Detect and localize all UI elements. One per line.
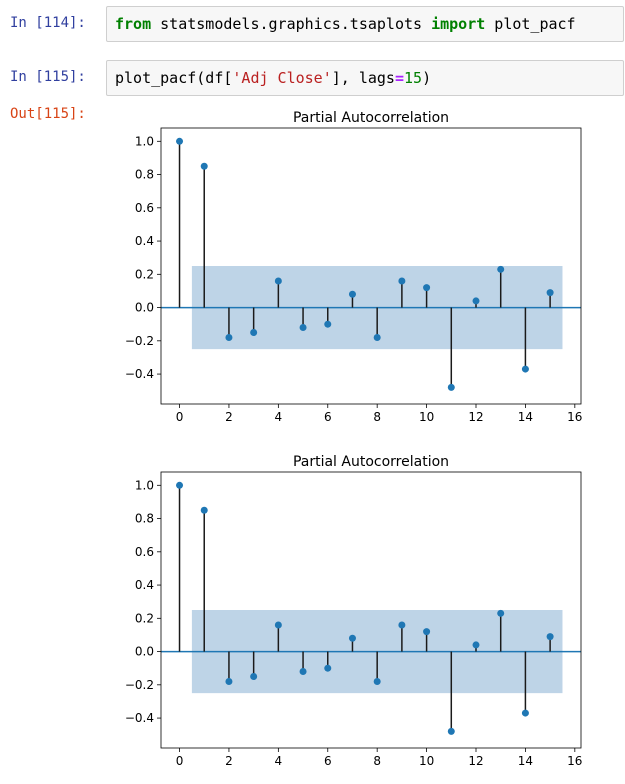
stem-marker bbox=[398, 621, 406, 629]
output-prompt: Out[115]: bbox=[10, 106, 86, 122]
code-token: = bbox=[394, 69, 404, 87]
code-token: plot_pacf(df[ bbox=[115, 69, 233, 87]
x-tick-label: 6 bbox=[324, 410, 332, 424]
x-tick-label: 4 bbox=[275, 754, 283, 768]
stem-marker bbox=[176, 481, 184, 489]
stem-marker bbox=[373, 333, 381, 341]
y-tick-label: 0.4 bbox=[135, 234, 154, 248]
stem-marker bbox=[250, 329, 258, 337]
code-token: 'Adj Close' bbox=[232, 69, 332, 87]
pacf-chart-2: Partial Autocorrelation 0 2 4 6 8 10 12 14 16 −0.4… bbox=[106, 450, 606, 784]
stem-marker bbox=[447, 383, 455, 391]
stem-marker bbox=[521, 365, 529, 373]
stem-marker bbox=[200, 162, 208, 170]
input-prompt: In [115]: bbox=[10, 69, 86, 85]
stem-marker bbox=[521, 709, 529, 717]
stem-marker bbox=[324, 320, 332, 328]
y-tick-label: 0.0 bbox=[135, 301, 154, 315]
stem-marker bbox=[546, 289, 554, 297]
output-area: Out[115]: Partial Autocorrelation 0 2 4 6 8 10… bbox=[0, 100, 625, 777]
x-tick-label: 14 bbox=[518, 410, 533, 424]
y-tick-label: 0.4 bbox=[135, 578, 154, 592]
stem-marker bbox=[274, 277, 282, 285]
code-cell-plot-pacf[interactable]: In [115]: plot_pacf(df['Adj Close'], lag… bbox=[0, 58, 625, 96]
x-tick-label: 6 bbox=[324, 754, 332, 768]
y-tick-label: −0.4 bbox=[125, 711, 154, 725]
y-tick-label: 0.2 bbox=[135, 267, 154, 281]
x-tick-label: 0 bbox=[176, 410, 184, 424]
stem-marker bbox=[250, 673, 258, 681]
stem-marker bbox=[176, 137, 184, 145]
x-tick-label: 10 bbox=[419, 410, 434, 424]
y-tick-label: 0.6 bbox=[135, 545, 154, 559]
y-tick-label: 0.8 bbox=[135, 168, 154, 182]
code-cell-imports[interactable]: In [114]: from statsmodels.graphics.tsap… bbox=[0, 4, 625, 42]
stem-marker bbox=[274, 621, 282, 629]
code-token: ], lags bbox=[331, 69, 395, 87]
stem-marker bbox=[423, 284, 431, 292]
stem-marker bbox=[497, 265, 505, 273]
code-editor[interactable]: plot_pacf(df['Adj Close'], lags=15) bbox=[106, 60, 624, 96]
y-tick-label: 1.0 bbox=[135, 134, 154, 148]
code-token: import bbox=[431, 15, 486, 33]
y-tick-label: 1.0 bbox=[135, 478, 154, 492]
plot-frame bbox=[160, 127, 582, 405]
stem-marker bbox=[299, 324, 307, 332]
x-tick-label: 16 bbox=[567, 754, 582, 768]
y-tick-label: −0.2 bbox=[125, 334, 154, 348]
code-line: from statsmodels.graphics.tsaplots impor… bbox=[115, 15, 576, 33]
x-tick-label: 2 bbox=[225, 754, 233, 768]
y-tick-label: 0.0 bbox=[135, 645, 154, 659]
y-tick-label: 0.2 bbox=[135, 611, 154, 625]
code-token: statsmodels.graphics.tsaplots bbox=[151, 15, 432, 33]
input-prompt: In [114]: bbox=[10, 15, 86, 31]
x-tick-label: 8 bbox=[373, 754, 381, 768]
stem-marker bbox=[447, 727, 455, 735]
stem-marker bbox=[398, 277, 406, 285]
y-tick-label: −0.2 bbox=[125, 678, 154, 692]
x-tick-label: 2 bbox=[225, 410, 233, 424]
stem-marker bbox=[225, 333, 233, 341]
stem-marker bbox=[497, 609, 505, 617]
code-token: from bbox=[115, 15, 152, 33]
stem-marker bbox=[200, 506, 208, 514]
x-tick-label: 12 bbox=[468, 410, 483, 424]
y-tick-label: 0.8 bbox=[135, 512, 154, 526]
x-tick-label: 0 bbox=[176, 754, 184, 768]
pacf-chart-1: Partial Autocorrelation 0 2 4 6 8 10 12 14 16 −0.4… bbox=[106, 106, 606, 440]
code-editor[interactable]: from statsmodels.graphics.tsaplots impor… bbox=[106, 6, 624, 42]
chart-title: Partial Autocorrelation bbox=[293, 110, 449, 126]
plot-frame bbox=[160, 471, 582, 749]
x-tick-label: 10 bbox=[419, 754, 434, 768]
stem-marker bbox=[472, 641, 480, 649]
x-tick-label: 4 bbox=[275, 410, 283, 424]
stem-marker bbox=[225, 677, 233, 685]
x-tick-label: 8 bbox=[373, 410, 381, 424]
stem-marker bbox=[299, 668, 307, 676]
y-tick-label: −0.4 bbox=[125, 367, 154, 381]
stem-marker bbox=[348, 634, 356, 642]
code-token: plot_pacf bbox=[485, 15, 576, 33]
x-tick-label: 14 bbox=[518, 754, 533, 768]
stem-marker bbox=[472, 297, 480, 305]
stem-marker bbox=[348, 290, 356, 298]
pacf-chart-svg: Partial Autocorrelation 0 2 4 6 8 10 12 14 16 −0.4… bbox=[125, 110, 583, 424]
stem-marker bbox=[546, 633, 554, 641]
stem-marker bbox=[324, 664, 332, 672]
code-token: ) bbox=[422, 69, 432, 87]
chart-title: Partial Autocorrelation bbox=[293, 454, 449, 470]
code-token: 15 bbox=[404, 69, 423, 87]
y-tick-label: 0.6 bbox=[135, 201, 154, 215]
x-tick-label: 16 bbox=[567, 410, 582, 424]
stem-marker bbox=[373, 677, 381, 685]
code-line: plot_pacf(df['Adj Close'], lags=15) bbox=[115, 69, 431, 87]
x-tick-label: 12 bbox=[468, 754, 483, 768]
stem-marker bbox=[423, 628, 431, 636]
pacf-chart-svg: Partial Autocorrelation 0 2 4 6 8 10 12 14 16 −0.4… bbox=[125, 454, 583, 768]
